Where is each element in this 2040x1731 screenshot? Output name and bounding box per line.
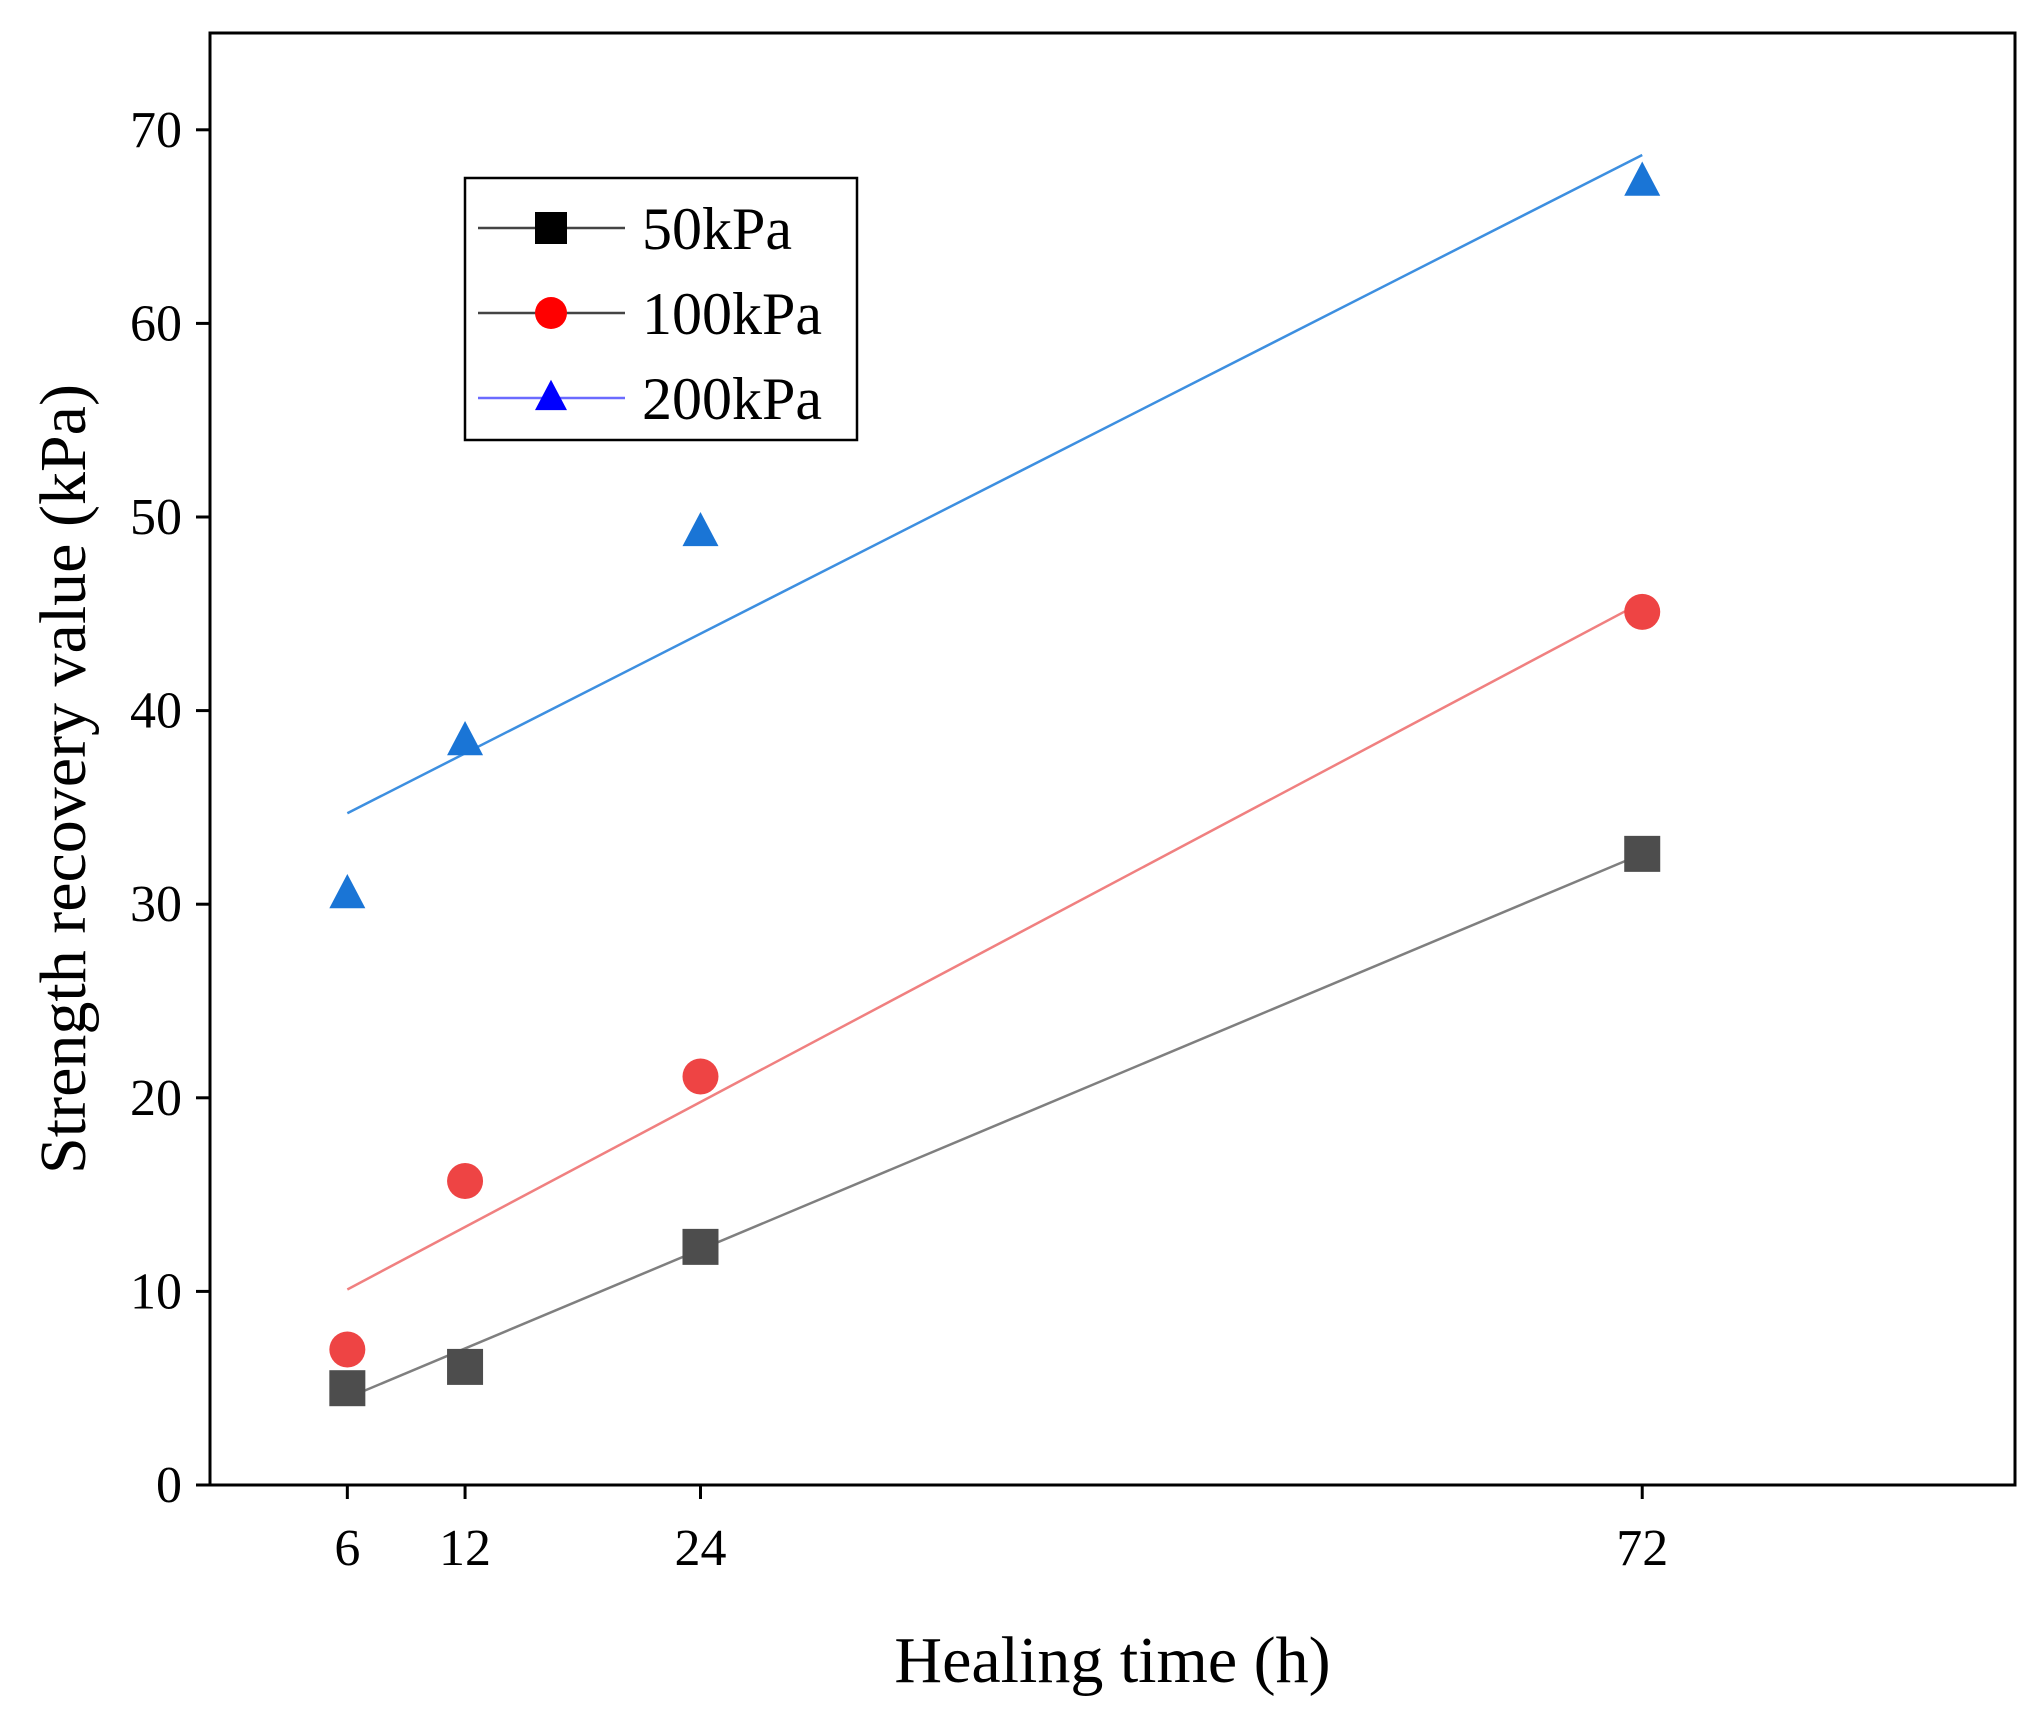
- data-point-200kpa: [447, 721, 484, 756]
- fit-line-50kpa: [346, 852, 1643, 1400]
- legend-marker-200kpa: [535, 379, 567, 411]
- y-tick-label: 50: [130, 489, 182, 546]
- y-tick-label: 70: [130, 102, 182, 159]
- data-point-100kpa: [447, 1163, 484, 1200]
- data-point-50kpa: [329, 1370, 366, 1407]
- fit-lines: [346, 153, 1643, 1400]
- data-point-200kpa: [682, 511, 719, 547]
- legend-box: [463, 176, 859, 442]
- x-tick-label: 24: [674, 1520, 726, 1577]
- data-point-100kpa: [682, 1058, 719, 1095]
- data-point-50kpa: [682, 1228, 719, 1265]
- fit-line-100kpa: [346, 601, 1643, 1291]
- data-point-100kpa: [1624, 593, 1661, 630]
- tick-layer: 0 10 20 30 40 50 60 70 6 12 24 72: [130, 102, 1668, 1577]
- legend-label-100kpa: 100kPa: [642, 281, 822, 347]
- y-tick-label: 10: [130, 1263, 182, 1320]
- data-point-100kpa: [329, 1331, 366, 1368]
- legend-marker-100kpa: [535, 297, 567, 329]
- y-axis-title: Strength recovery value (kPa): [27, 384, 100, 1174]
- y-tick-label: 0: [156, 1457, 182, 1514]
- y-tick-label: 20: [130, 1070, 182, 1127]
- y-tick-label: 60: [130, 295, 182, 352]
- data-point-50kpa: [1624, 835, 1661, 872]
- data-point-200kpa: [329, 874, 366, 909]
- y-tick-label: 30: [130, 876, 182, 933]
- legend: 50kPa 100kPa 200kPa: [463, 176, 859, 442]
- y-tick-label: 40: [130, 683, 182, 740]
- x-tick-label: 72: [1616, 1520, 1668, 1577]
- x-axis-title: Healing time (h): [894, 1624, 1330, 1697]
- fit-line-200kpa: [346, 153, 1643, 815]
- x-tick-label: 6: [334, 1520, 360, 1577]
- plot-frame: [208, 31, 2017, 1487]
- x-tick-label: 12: [439, 1520, 491, 1577]
- data-markers: [329, 161, 1661, 1407]
- legend-label-50kpa: 50kPa: [642, 196, 792, 262]
- legend-marker-50kpa: [535, 212, 567, 244]
- data-point-50kpa: [447, 1348, 484, 1385]
- axes-frame-layer: [208, 31, 2017, 1487]
- legend-label-200kpa: 200kPa: [642, 366, 822, 432]
- data-point-200kpa: [1624, 161, 1661, 196]
